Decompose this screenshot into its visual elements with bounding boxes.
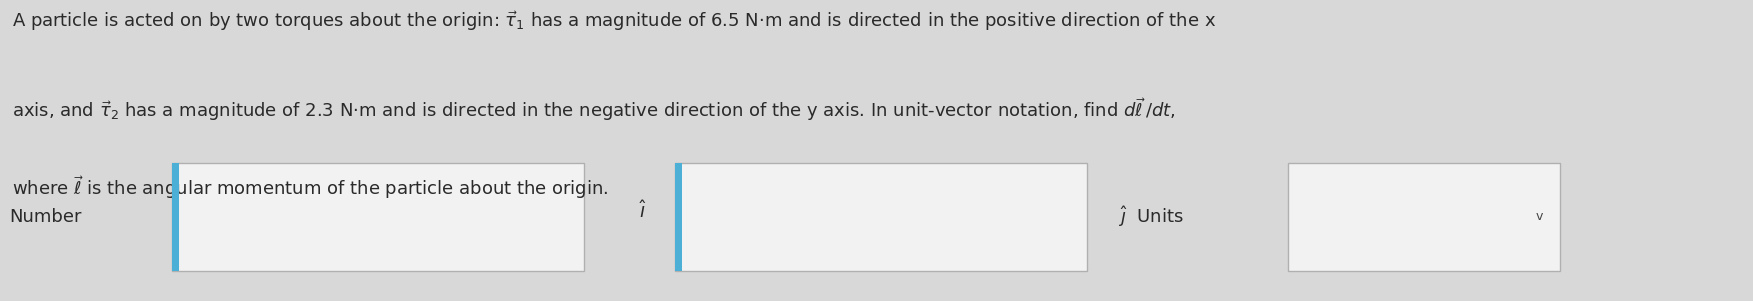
Text: A particle is acted on by two torques about the origin: $\vec{\tau}_1$ has a mag: A particle is acted on by two torques ab… [12,9,1217,33]
Bar [675,163,682,271]
Text: where $\vec{\ell}$ is the angular momentum of the particle about the origin.: where $\vec{\ell}$ is the angular moment… [12,175,608,201]
Bar [172,163,584,271]
Bar [1288,163,1560,271]
Text: Number: Number [9,208,81,226]
Text: v: v [1536,210,1543,223]
Text: $\hat{\jmath}$  Units: $\hat{\jmath}$ Units [1118,204,1183,229]
Bar [172,163,179,271]
Text: axis, and $\vec{\tau}_2$ has a magnitude of 2.3 N⋅m and is directed in the negat: axis, and $\vec{\tau}_2$ has a magnitude… [12,96,1176,123]
Text: $\hat{\imath}$: $\hat{\imath}$ [640,200,647,222]
Bar [675,163,1087,271]
